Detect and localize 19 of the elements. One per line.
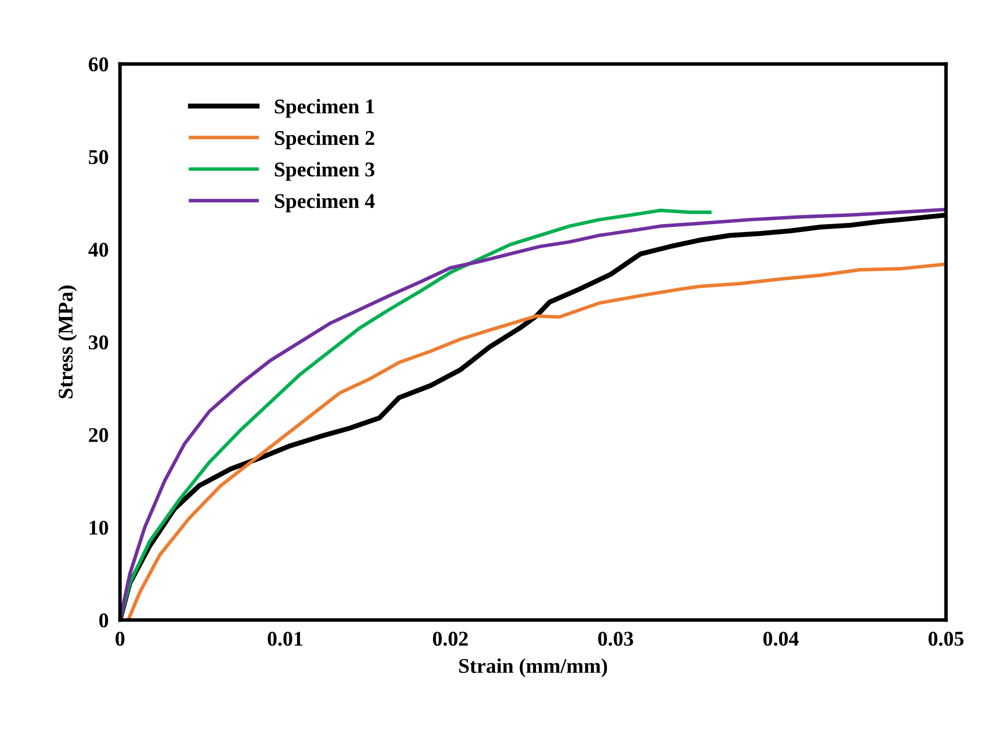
y-tick-label: 10 — [90, 520, 108, 535]
x-tick-label: 0.05 — [928, 632, 964, 646]
y-axis-title: Stress (MPa) — [58, 286, 77, 398]
x-axis-title: Strain (mm/mm) — [459, 658, 608, 678]
y-tick-label: 50 — [88, 150, 108, 164]
y-tick-label: 30 — [88, 335, 108, 350]
x-tick-label: 0.02 — [432, 632, 468, 646]
legend-label: Specimen 2 — [274, 130, 374, 150]
x-tick-label: 0.04 — [763, 632, 799, 646]
y-tick-label: 60 — [88, 57, 108, 72]
x-tick-label: 0.03 — [598, 632, 634, 646]
legend-label: Specimen 3 — [274, 162, 374, 181]
y-tick-label: 20 — [88, 428, 108, 442]
y-tick-label: 40 — [88, 242, 108, 257]
y-tick-label: 0 — [99, 613, 108, 628]
x-tick-label: 0 — [116, 632, 124, 646]
legend-label: Specimen 4 — [274, 193, 375, 212]
x-tick-label: 0.01 — [268, 632, 302, 646]
legend-label: Specimen 1 — [274, 98, 374, 118]
